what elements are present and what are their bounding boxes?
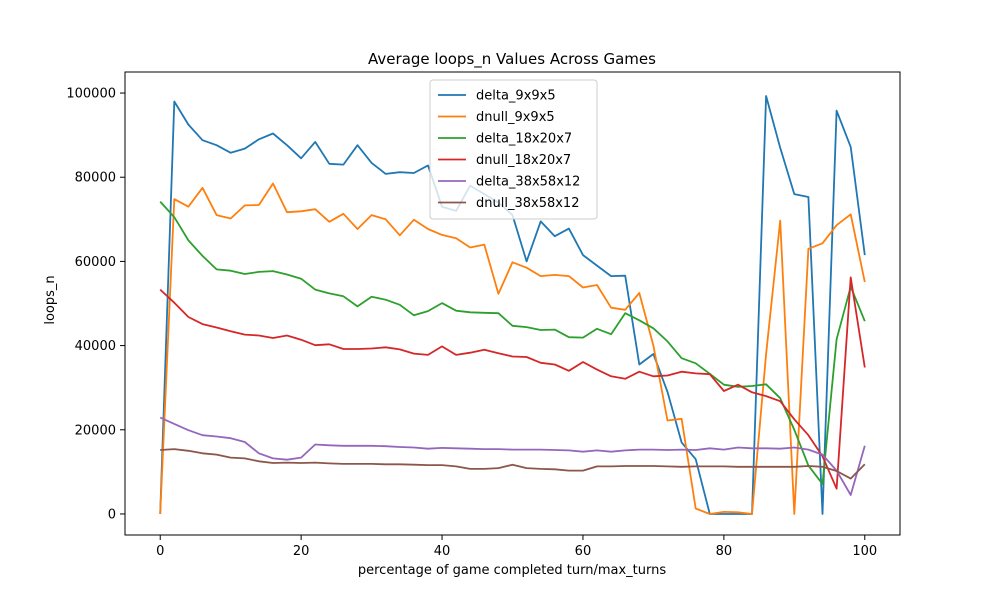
legend-label-delta_18x20x7: delta_18x20x7 (476, 132, 572, 147)
legend-box (429, 79, 598, 220)
y-tick-label: 100000 (66, 87, 116, 102)
legend: delta_9x9x5 dnull_9x9x5 delta_18x20x7dnull… (429, 79, 598, 220)
legend-label-dnull_18x20x7: dnull_18x20x7 (476, 153, 571, 168)
x-axis-label: percentage of game completed turn/max_tu… (358, 563, 667, 578)
legend-label-dnull_38x58x12: dnull_38x58x12 (476, 196, 579, 211)
x-tick-label: 0 (156, 544, 164, 559)
x-tick-label: 100 (852, 544, 877, 559)
x-tick-label: 40 (434, 544, 451, 559)
x-tick-label: 60 (575, 544, 592, 559)
plot-series (159, 95, 866, 515)
series-line-delta_18x20x7 (159, 200, 866, 486)
chart-title: Average loops_n Values Across Games (368, 50, 656, 69)
x-tick-label: 80 (716, 544, 733, 559)
legend-label-dnull_9x9x5: dnull_9x9x5 (476, 110, 555, 125)
y-axis: 0 20000 40000 60000 80000 100000 (66, 87, 125, 522)
y-tick-label: 40000 (75, 339, 116, 354)
series-line-delta_38x58x12 (159, 416, 866, 496)
series-line-dnull_9x9x5 (159, 182, 866, 515)
y-tick-label: 20000 (75, 423, 116, 438)
y-tick-label: 80000 (75, 171, 116, 186)
legend-label-delta_9x9x5: delta_9x9x5 (476, 89, 556, 104)
y-axis-label: loops_n (43, 275, 58, 324)
legend-label-delta_38x58x12: delta_38x58x12 (476, 175, 580, 190)
y-tick-label: 60000 (75, 255, 116, 270)
plot-frame (124, 71, 901, 536)
series-line-dnull_38x58x12 (160, 448, 866, 480)
x-axis: 0 20 40 60 80 100 (156, 535, 877, 559)
x-tick-label: 20 (293, 544, 310, 559)
y-tick-label: 0 (108, 507, 116, 522)
series-line-dnull_18x20x7 (159, 276, 866, 490)
